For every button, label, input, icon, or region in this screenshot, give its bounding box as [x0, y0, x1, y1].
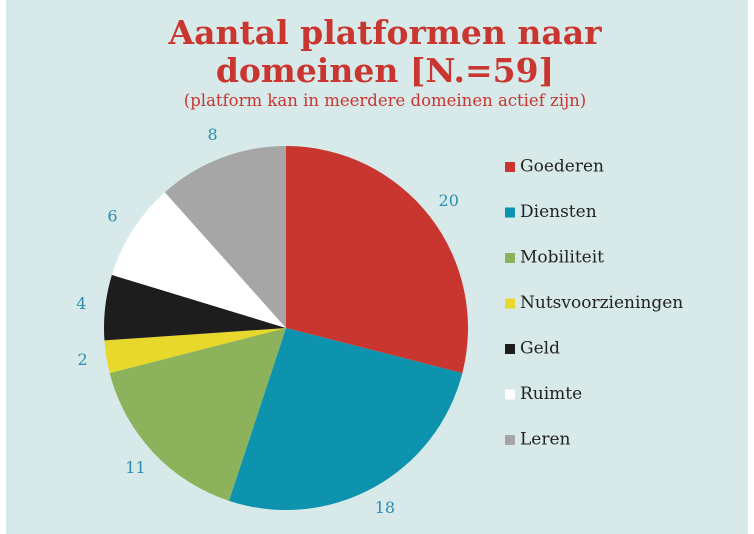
data-label: 4: [76, 294, 86, 313]
legend-swatch: [505, 435, 515, 445]
chart-title: Aantal platformen naar domeinen [N.=59]: [168, 13, 602, 90]
legend-label: Geld: [520, 339, 560, 359]
legend-label: Nutsvoorzieningen: [520, 293, 683, 313]
data-label: 8: [208, 125, 218, 144]
chart-subtitle: (platform kan in meerdere domeinen actie…: [183, 91, 587, 110]
legend-label: Ruimte: [520, 384, 582, 404]
data-label: 2: [78, 350, 88, 369]
legend-label: Leren: [520, 430, 571, 450]
pie-slice: [228, 328, 463, 510]
pie-slice: [111, 192, 287, 328]
legend-swatch: [505, 253, 515, 263]
legend-swatch: [505, 389, 515, 400]
data-label: 11: [125, 458, 145, 477]
pie-slice: [164, 146, 286, 328]
data-label: 6: [107, 206, 117, 225]
pie-slice: [104, 274, 286, 341]
legend-label: Mobiliteit: [520, 248, 604, 268]
legend-label: Diensten: [520, 202, 597, 222]
legend-swatch: [505, 298, 515, 309]
pie-slice: [104, 328, 286, 374]
pie-slice: [109, 328, 286, 501]
pie-slice: [286, 146, 468, 374]
legend-swatch: [505, 162, 515, 172]
data-label: 20: [439, 191, 459, 210]
legend-swatch: [505, 344, 515, 354]
legend-swatch: [505, 207, 515, 218]
data-label: 18: [375, 498, 395, 517]
legend-label: Goederen: [520, 157, 604, 177]
